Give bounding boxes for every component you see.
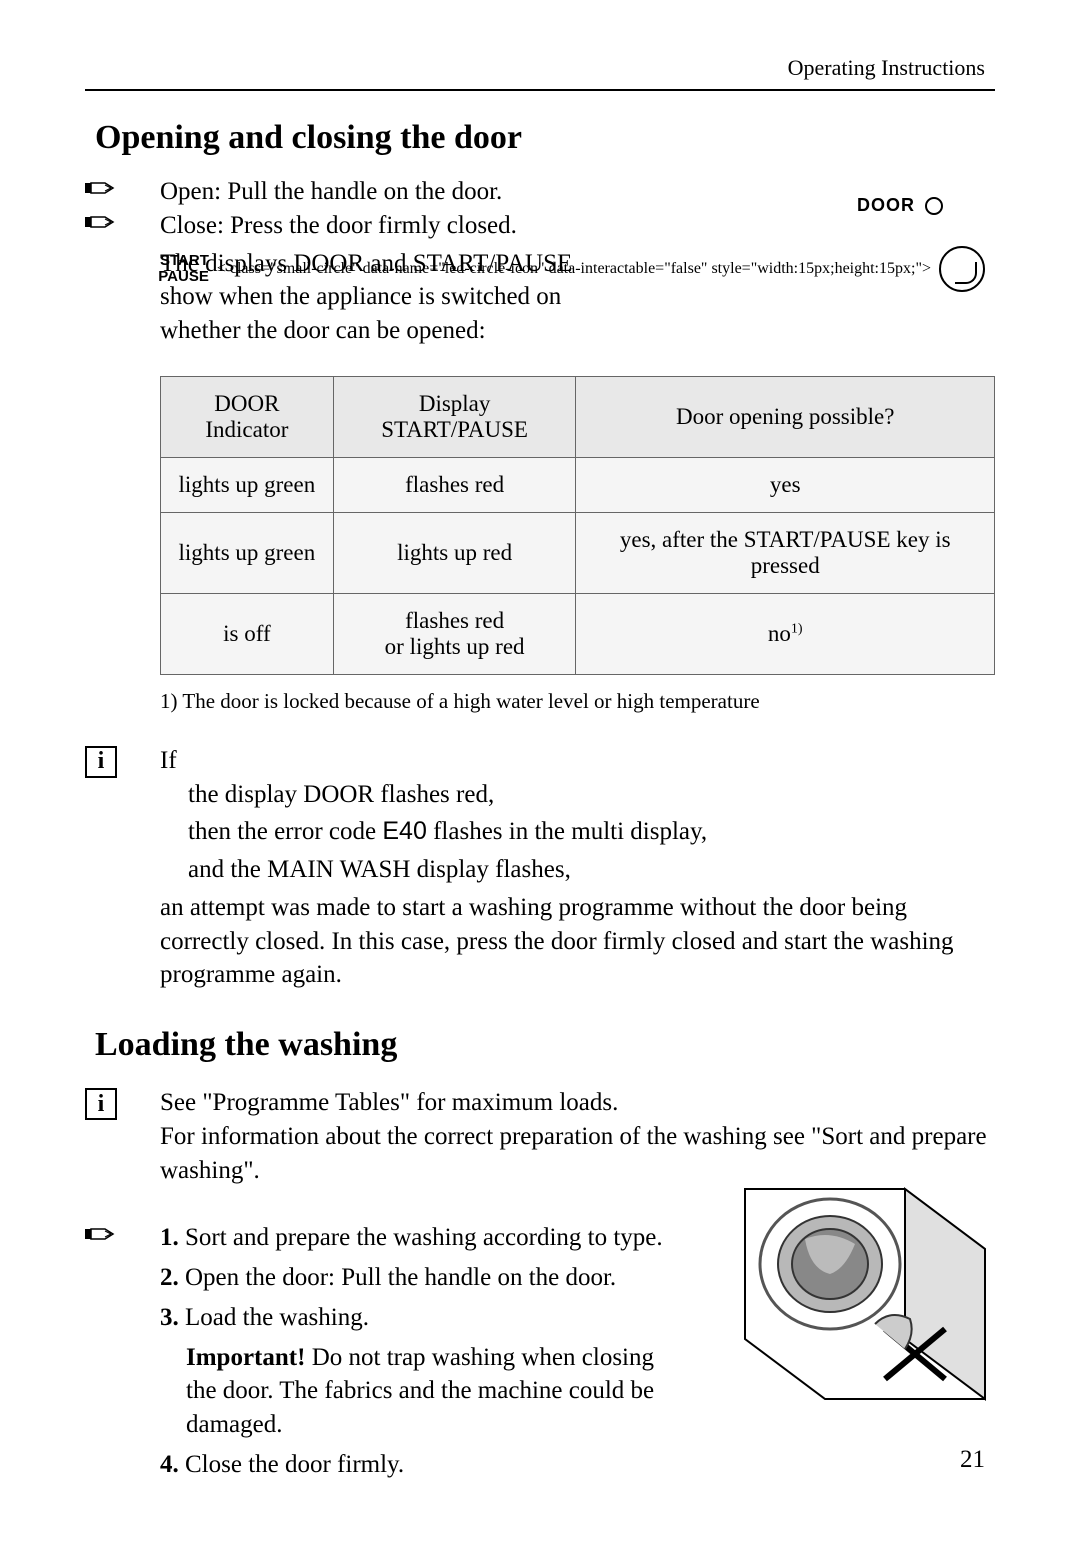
important-note: Important! Do not trap washing when clos… — [160, 1341, 690, 1442]
info-para: an attempt was made to start a washing p… — [160, 891, 995, 992]
page-number: 21 — [960, 1446, 985, 1474]
hand-pointing-icon — [85, 1223, 117, 1245]
door-status-table: DOOR Indicator Display START/PAUSE Door … — [160, 376, 995, 675]
start-pause-label: START PAUSE — [158, 253, 209, 286]
info-line3: and the MAIN WASH display flashes, — [160, 853, 995, 887]
table-cell: flashes red — [333, 457, 576, 512]
table-row: is off flashes red or lights up red no1) — [161, 593, 995, 674]
table-cell: yes, after the START/PAUSE key is presse… — [576, 512, 995, 593]
table-row: lights up green lights up red yes, after… — [161, 512, 995, 593]
table-header: Door opening possible? — [576, 376, 995, 457]
table-cell: lights up red — [333, 512, 576, 593]
table-cell: no1) — [576, 593, 995, 674]
table-cell: lights up green — [161, 457, 334, 512]
start-pause-button-icon — [939, 246, 985, 292]
led-circle-icon — [925, 197, 943, 215]
table-cell: is off — [161, 593, 334, 674]
info-line2: then the error code E40 flashes in the m… — [160, 815, 995, 849]
header-label: Operating Instructions — [85, 55, 995, 81]
section-title-loading: Loading the washing — [95, 1026, 995, 1064]
table-cell: yes — [576, 457, 995, 512]
header-rule — [85, 89, 995, 91]
table-header: Display START/PAUSE — [333, 376, 576, 457]
table-footnote: 1) The door is locked because of a high … — [160, 689, 995, 714]
info-line1: the display DOOR flashes red, — [160, 778, 995, 812]
step-4: 4. Close the door firmly. — [160, 1448, 995, 1482]
hand-pointing-icon — [85, 211, 117, 233]
door-led-label: DOOR — [857, 195, 915, 216]
info-icon: i — [85, 1088, 117, 1120]
washing-machine-illustration — [735, 1179, 995, 1409]
hand-pointing-icon — [85, 177, 117, 199]
table-row: lights up green flashes red yes — [161, 457, 995, 512]
table-cell: lights up green — [161, 512, 334, 593]
info-if: If — [160, 744, 995, 778]
section-title-door: Opening and closing the door — [95, 119, 995, 157]
info-icon: i — [85, 746, 117, 778]
indicator-panel: DOOR START PAUSE < class="small-circle" … — [158, 195, 985, 292]
table-header: DOOR Indicator — [161, 376, 334, 457]
loading-info: See "Programme Tables" for maximum loads… — [160, 1086, 995, 1187]
step-3: 3. Load the washing. — [160, 1301, 690, 1335]
table-cell: flashes red or lights up red — [333, 593, 576, 674]
